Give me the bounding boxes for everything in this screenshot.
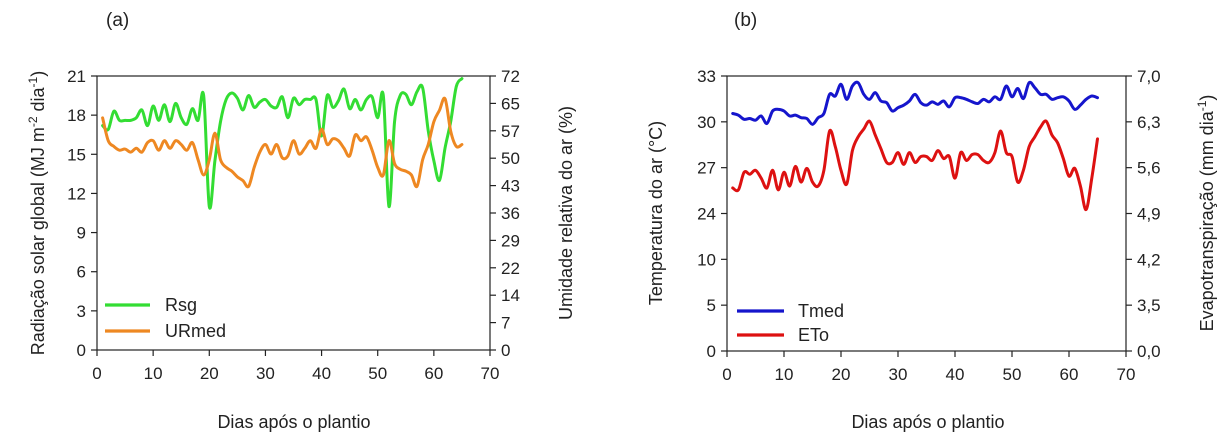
y2-tick-label: 29 xyxy=(501,231,520,250)
x-tick-label: 10 xyxy=(144,364,163,383)
panel-a-series xyxy=(101,77,464,210)
y2-tick-label: 7,0 xyxy=(1137,67,1161,86)
legend-label-urmed: URmed xyxy=(165,321,226,341)
y2-tick-label: 4,2 xyxy=(1137,250,1161,269)
y-tick-label: 12 xyxy=(67,184,86,203)
x-tick-label: 10 xyxy=(775,365,794,384)
y-tick-label: 9 xyxy=(77,224,86,243)
x-tick-label: 60 xyxy=(424,364,443,383)
x-tick-label: 70 xyxy=(1117,365,1136,384)
y-tick-label: 27 xyxy=(697,159,716,178)
panel-b-x-label: Dias após o plantio xyxy=(851,412,1004,432)
legend-label-rsg: Rsg xyxy=(165,295,197,315)
series-line-rsg xyxy=(101,77,464,210)
y-tick-label: 0 xyxy=(707,342,716,361)
panel-a-y2-label: Umidade relativa do ar (%) xyxy=(556,106,576,320)
y-tick-label: 18 xyxy=(67,106,86,125)
panel-b: (b) 0 10 20 30 40 50 60 70 0 5 10 24 27 30 33 0,0 3,5 4… xyxy=(646,10,1217,432)
panel-b-series xyxy=(731,80,1099,212)
panel-b-y2-label-part-2: ) xyxy=(1197,95,1217,101)
y-tick-label: 33 xyxy=(697,67,716,86)
x-tick-label: 70 xyxy=(481,364,500,383)
panel-a-label: (a) xyxy=(106,10,129,31)
y-tick-label: 5 xyxy=(707,296,716,315)
y-tick-label: 21 xyxy=(67,67,86,86)
panel-b-y-ticks: 0 5 10 24 27 30 33 xyxy=(697,67,727,361)
y2-tick-label: 14 xyxy=(501,286,520,305)
y2-tick-label: 7 xyxy=(501,314,510,333)
panel-a-y-label-part-2: dia xyxy=(28,86,48,116)
y-tick-label: 0 xyxy=(77,341,86,360)
panel-a-x-label: Dias após o plantio xyxy=(217,412,370,432)
panel-a-y2-ticks: 0 7 14 22 29 36 43 50 57 65 72 xyxy=(490,67,520,360)
x-tick-label: 30 xyxy=(256,364,275,383)
panel-a-y-label: Radiação solar global (MJ m-2 dia-1) xyxy=(26,71,48,355)
y2-tick-label: 3,5 xyxy=(1137,296,1161,315)
x-tick-label: 20 xyxy=(200,364,219,383)
y2-tick-label: 0,0 xyxy=(1137,342,1161,361)
y2-tick-label: 5,6 xyxy=(1137,159,1161,178)
y2-tick-label: 43 xyxy=(501,177,520,196)
panel-a-y-label-sup-2: -1 xyxy=(26,76,40,87)
panel-b-y2-label: Evapotranspiração (mm dia-1) xyxy=(1195,95,1217,332)
y2-tick-label: 36 xyxy=(501,204,520,223)
y2-tick-label: 4,9 xyxy=(1137,205,1161,224)
panel-a-y-label-sup-1: -2 xyxy=(26,116,40,127)
y2-tick-label: 0 xyxy=(501,341,510,360)
x-tick-label: 40 xyxy=(946,365,965,384)
panel-b-legend: Tmed ETo xyxy=(737,301,844,345)
y-tick-label: 30 xyxy=(697,113,716,132)
panel-b-label: (b) xyxy=(734,10,757,31)
x-tick-label: 60 xyxy=(1060,365,1079,384)
panel-b-y2-ticks: 0,0 3,5 4,2 4,9 5,6 6,3 7,0 xyxy=(1126,67,1161,361)
x-tick-label: 0 xyxy=(722,365,731,384)
panel-b-y2-label-part-1: Evapotranspiração (mm dia xyxy=(1197,110,1217,331)
legend-label-tmed: Tmed xyxy=(798,301,844,321)
x-tick-label: 40 xyxy=(312,364,331,383)
series-line-tmed xyxy=(731,80,1099,126)
panel-a-x-ticks: 0 10 20 30 40 50 60 70 xyxy=(92,350,499,383)
panel-b-y-label: Temperatura do ar (°C) xyxy=(646,121,666,305)
y2-tick-label: 22 xyxy=(501,259,520,278)
y2-tick-label: 72 xyxy=(501,67,520,86)
y-tick-label: 6 xyxy=(77,263,86,282)
legend-label-eto: ETo xyxy=(798,325,829,345)
panel-b-x-ticks: 0 10 20 30 40 50 60 70 xyxy=(722,351,1135,384)
y2-tick-label: 65 xyxy=(501,94,520,113)
y-tick-label: 24 xyxy=(697,205,716,224)
y2-tick-label: 50 xyxy=(501,149,520,168)
panel-b-y2-label-sup: -1 xyxy=(1195,100,1209,111)
y2-tick-label: 6,3 xyxy=(1137,113,1161,132)
panel-a-y-label-part-1: Radiação solar global (MJ m xyxy=(28,127,48,355)
series-line-eto xyxy=(731,119,1099,212)
panel-a-y-ticks: 0 3 6 9 12 15 18 21 xyxy=(67,67,97,360)
y-tick-label: 15 xyxy=(67,145,86,164)
panel-a-legend: Rsg URmed xyxy=(105,295,226,341)
y2-tick-label: 57 xyxy=(501,122,520,141)
x-tick-label: 20 xyxy=(832,365,851,384)
panel-b-frame xyxy=(726,75,1127,352)
panel-a-y-label-part-3: ) xyxy=(28,71,48,77)
x-tick-label: 50 xyxy=(1003,365,1022,384)
series-line-urmed xyxy=(101,96,464,189)
y-tick-label: 10 xyxy=(697,250,716,269)
y-tick-label: 3 xyxy=(77,302,86,321)
x-tick-label: 50 xyxy=(368,364,387,383)
x-tick-label: 0 xyxy=(92,364,101,383)
x-tick-label: 30 xyxy=(889,365,908,384)
